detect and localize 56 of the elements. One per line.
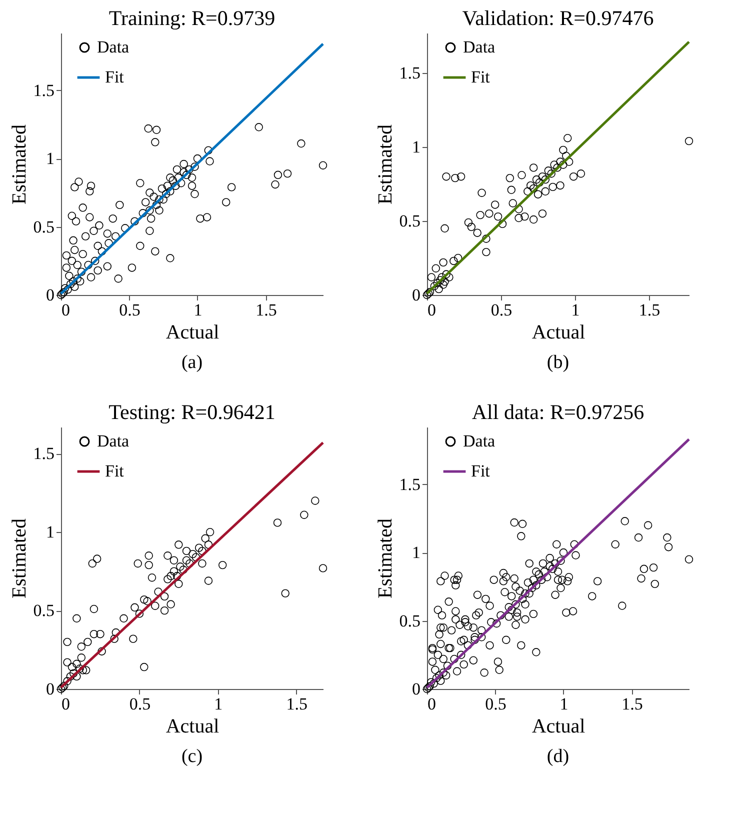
- chart-title: Validation: R=0.97476: [462, 6, 654, 30]
- x-tick-label: 1.5: [622, 694, 643, 714]
- y-axis-title: Estimated: [374, 518, 396, 598]
- y-tick-label: 1.5: [33, 80, 54, 100]
- legend-label: Fit: [105, 68, 124, 86]
- chart-title: Testing: R=0.96421: [108, 400, 276, 424]
- text: (b): [546, 352, 570, 373]
- y-axis-title: Estimated: [8, 518, 30, 598]
- legend-label: Data: [97, 432, 130, 450]
- x-tick-label: 1.5: [286, 694, 308, 714]
- x-tick-label: 1: [560, 694, 568, 714]
- y-tick-label: 1.5: [399, 63, 420, 82]
- x-axis-title: Actual: [532, 716, 586, 738]
- y-tick-label: 0.5: [399, 211, 420, 230]
- y-tick-label: 0.5: [33, 601, 54, 620]
- y-tick-label: 1.5: [33, 444, 54, 464]
- x-tick-label: 0.5: [490, 300, 512, 320]
- x-tick-label: 0.5: [119, 300, 140, 320]
- x-tick-label: 1: [214, 694, 223, 714]
- text: (a): [181, 352, 203, 373]
- x-tick-label: 0.5: [485, 694, 506, 714]
- y-tick-label: 0: [46, 680, 54, 698]
- y-axis-title: Estimated: [374, 124, 396, 204]
- legend-label: Data: [97, 38, 130, 56]
- chart-title: Training: R=0.9739: [108, 6, 276, 30]
- x-tick-label: 1: [571, 300, 580, 320]
- x-axis-title: Actual: [166, 322, 220, 344]
- text: (c): [181, 746, 203, 767]
- chart-title: All data: R=0.97256: [472, 400, 644, 424]
- legend-label: Fit: [471, 462, 490, 480]
- legend-label: Data: [463, 38, 496, 56]
- y-tick-label: 0: [412, 680, 420, 698]
- y-tick-label: 0: [412, 286, 420, 304]
- x-tick-label: 0: [428, 694, 436, 714]
- legend-label: Fit: [105, 462, 124, 480]
- x-axis-title: Actual: [166, 716, 220, 738]
- x-tick-label: 1.5: [638, 300, 660, 320]
- x-axis-title: Actual: [532, 322, 586, 344]
- y-tick-label: 1: [412, 137, 420, 156]
- x-tick-label: 1.5: [256, 300, 277, 320]
- x-tick-label: 0.5: [129, 694, 151, 714]
- x-tick-label: 0: [62, 300, 70, 320]
- y-tick-label: 1.5: [399, 474, 420, 494]
- text: (d): [546, 746, 570, 767]
- y-tick-label: 0.5: [33, 217, 54, 236]
- legend-label: Data: [463, 432, 496, 450]
- y-tick-label: 1: [412, 543, 420, 562]
- legend-label: Fit: [471, 68, 490, 86]
- x-tick-label: 0: [62, 694, 70, 714]
- y-tick-label: 0.5: [399, 611, 420, 630]
- y-axis-title: Estimated: [8, 124, 30, 204]
- x-tick-label: 1: [194, 300, 202, 320]
- y-tick-label: 0: [46, 286, 54, 304]
- x-tick-label: 0: [428, 300, 436, 320]
- y-tick-label: 1: [46, 522, 54, 542]
- y-tick-label: 1: [46, 149, 54, 168]
